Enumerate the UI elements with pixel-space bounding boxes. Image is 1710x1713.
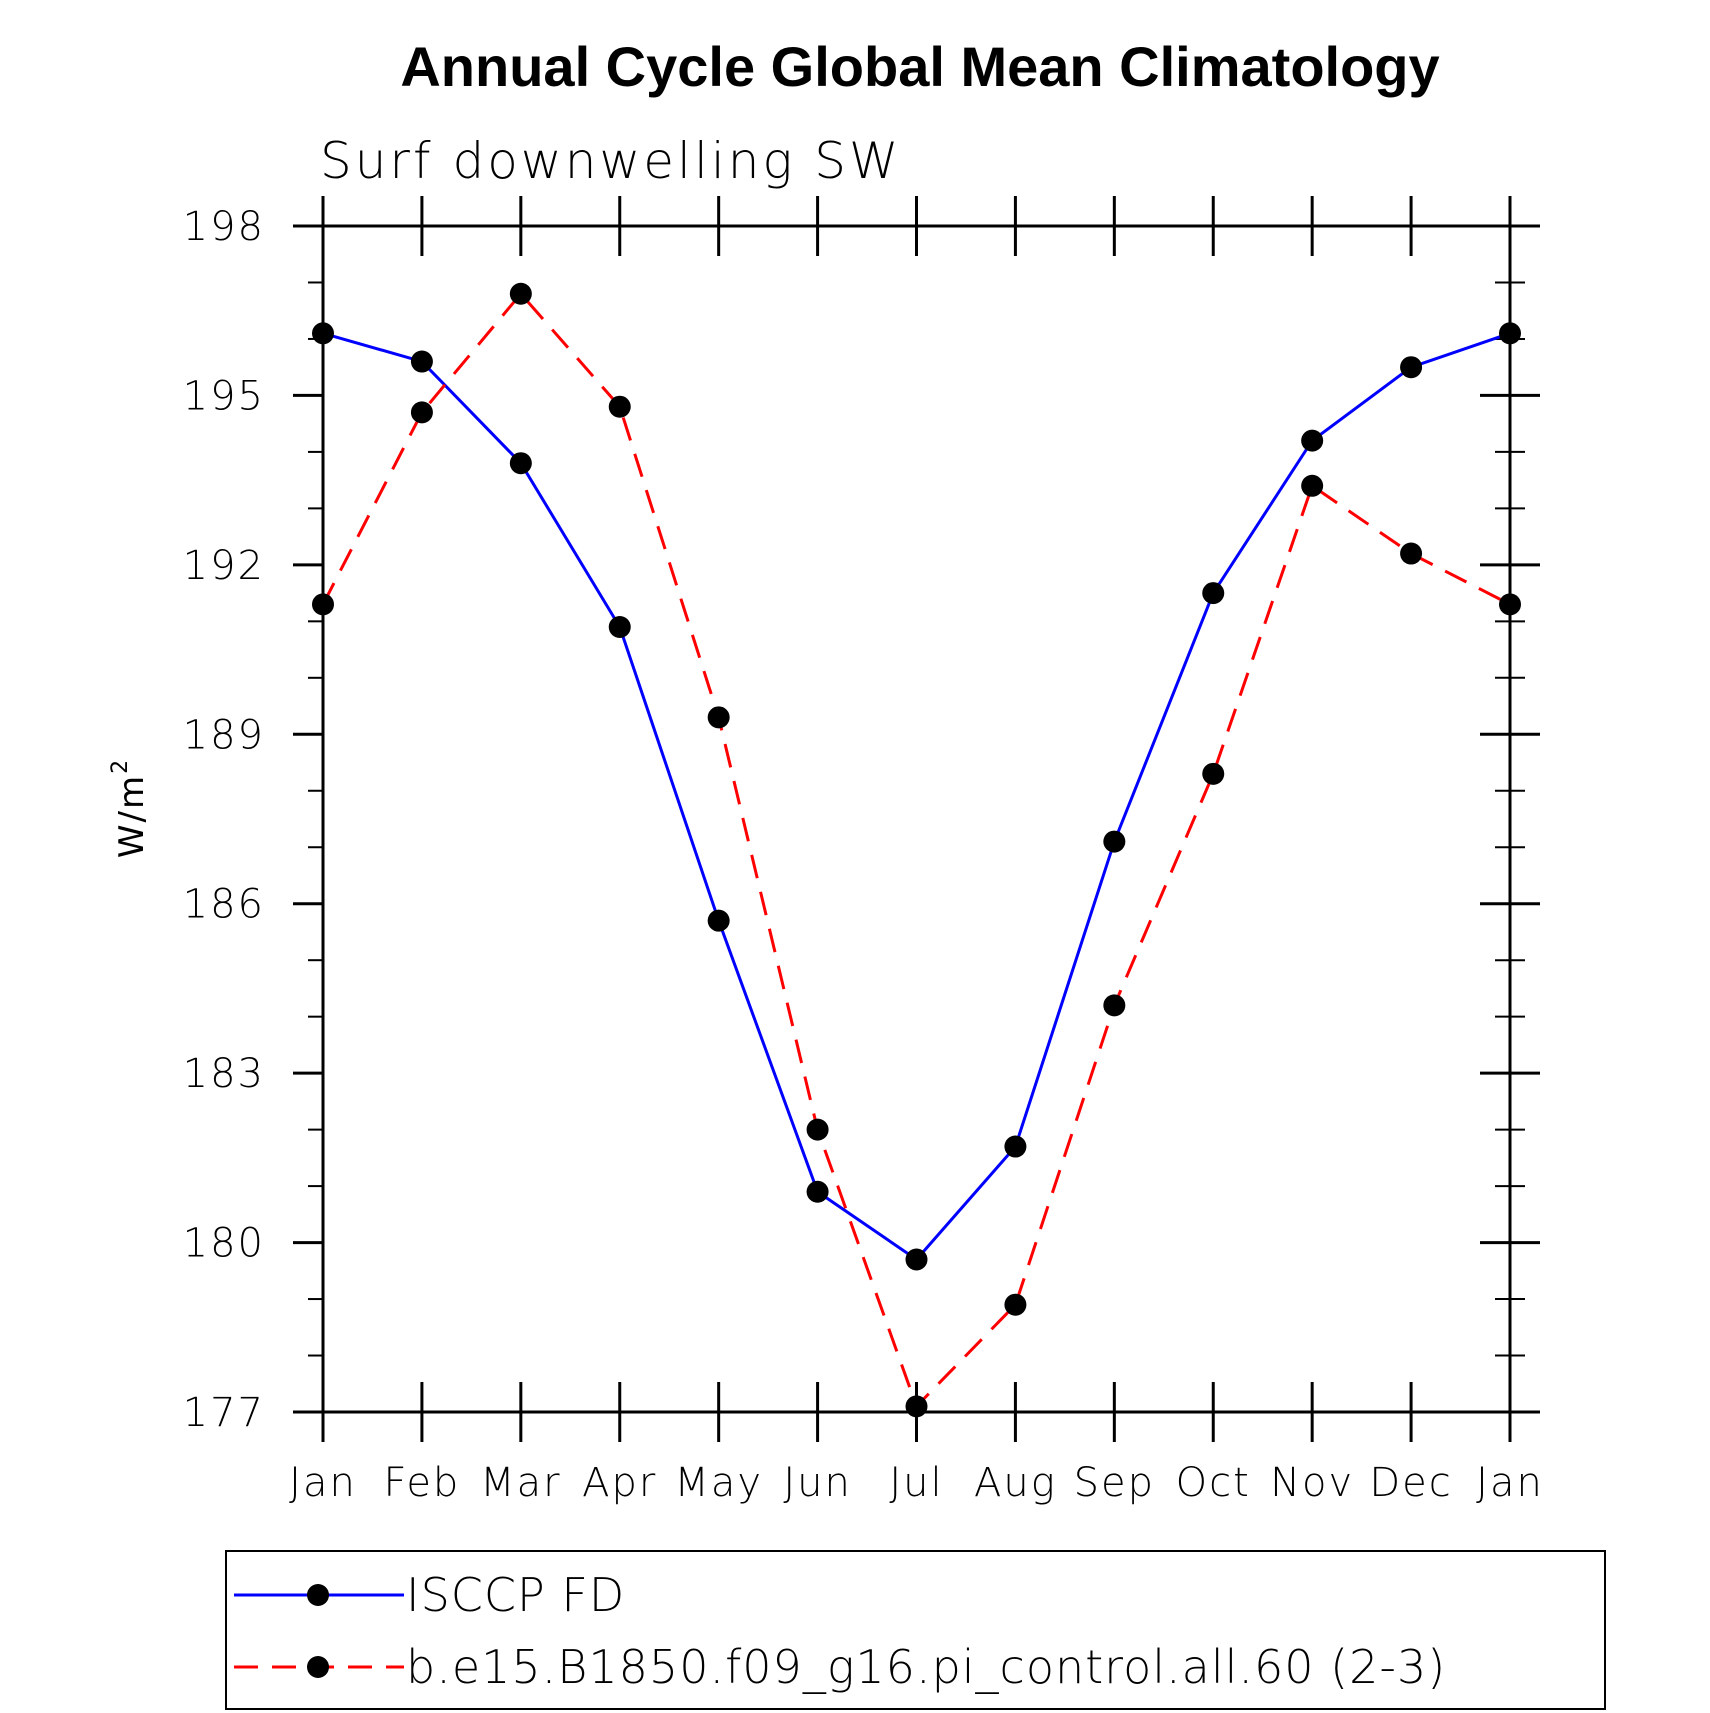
y-tick-label: 192 bbox=[183, 543, 265, 589]
series-layer bbox=[312, 282, 1521, 1418]
x-tick-label: May bbox=[674, 1460, 763, 1506]
y-axis-label-text: W/m bbox=[112, 774, 152, 858]
data-point bbox=[905, 1248, 928, 1271]
legend: ISCCP FD b.e15.B1850.f09_g16.pi_control.a… bbox=[225, 1550, 1606, 1710]
x-tick-label: Jan bbox=[289, 1460, 357, 1506]
data-point bbox=[1202, 582, 1225, 605]
y-axis-label-superscript: 2 bbox=[108, 758, 133, 774]
legend-marker bbox=[307, 1584, 329, 1606]
data-point bbox=[1400, 542, 1423, 565]
x-tick-label: Apr bbox=[582, 1460, 657, 1506]
x-tick-label: Mar bbox=[480, 1460, 561, 1506]
y-tick-label: 183 bbox=[183, 1051, 265, 1097]
data-point bbox=[1004, 1293, 1027, 1316]
y-tick-label: 186 bbox=[183, 882, 265, 928]
data-point bbox=[608, 615, 631, 638]
data-point bbox=[707, 909, 730, 932]
data-point bbox=[806, 1118, 829, 1141]
data-point bbox=[410, 401, 433, 424]
y-tick-label: 189 bbox=[183, 712, 265, 758]
data-point bbox=[1004, 1135, 1027, 1158]
legend-label: ISCCP FD bbox=[406, 1568, 625, 1622]
data-point bbox=[1400, 356, 1423, 379]
data-point bbox=[410, 350, 433, 373]
x-tick-label: Nov bbox=[1270, 1460, 1354, 1506]
plot-area-border bbox=[321, 224, 1512, 1414]
data-point bbox=[608, 395, 631, 418]
chart-title: Annual Cycle Global Mean Climatology bbox=[400, 35, 1439, 98]
x-tick-label: Jun bbox=[783, 1460, 852, 1506]
data-point bbox=[1301, 429, 1324, 452]
legend-box bbox=[225, 1550, 1606, 1710]
legend-marker bbox=[307, 1656, 329, 1678]
legend-label: b.e15.B1850.f09_g16.pi_control.all.60 (2… bbox=[406, 1640, 1446, 1694]
y-tick-label: 198 bbox=[183, 204, 265, 250]
x-tick-label: Jul bbox=[889, 1460, 943, 1506]
x-tick-label: Jan bbox=[1476, 1460, 1544, 1506]
data-point bbox=[1103, 830, 1126, 853]
y-tick-label: 177 bbox=[183, 1390, 265, 1436]
x-tick-label: Feb bbox=[384, 1460, 461, 1506]
x-tick-label: Sep bbox=[1074, 1460, 1155, 1506]
y-tick-label: 195 bbox=[183, 373, 265, 419]
data-point bbox=[1103, 994, 1126, 1017]
svg-text:W/m2: W/m2 bbox=[108, 758, 152, 858]
series-line bbox=[321, 291, 1511, 1410]
data-point bbox=[1301, 474, 1324, 497]
x-tick-label: Oct bbox=[1176, 1460, 1251, 1506]
axis-ticks: 177 180 183 186 189 192 195 198 Jan Feb Mar Apr May J… bbox=[183, 196, 1544, 1506]
y-tick-label: 180 bbox=[183, 1221, 265, 1267]
data-point bbox=[1202, 762, 1225, 785]
series-line bbox=[322, 331, 1511, 1262]
y-axis-label: W/m2 bbox=[108, 758, 152, 858]
x-tick-label: Aug bbox=[974, 1460, 1057, 1506]
plot-frame bbox=[321, 224, 1512, 1414]
data-point bbox=[509, 452, 532, 475]
x-tick-label: Dec bbox=[1369, 1460, 1452, 1506]
data-point bbox=[509, 282, 532, 305]
data-point bbox=[707, 706, 730, 729]
data-point bbox=[806, 1180, 829, 1203]
data-point bbox=[905, 1395, 928, 1418]
chart-subtitle: Surf downwelling SW bbox=[320, 132, 902, 190]
